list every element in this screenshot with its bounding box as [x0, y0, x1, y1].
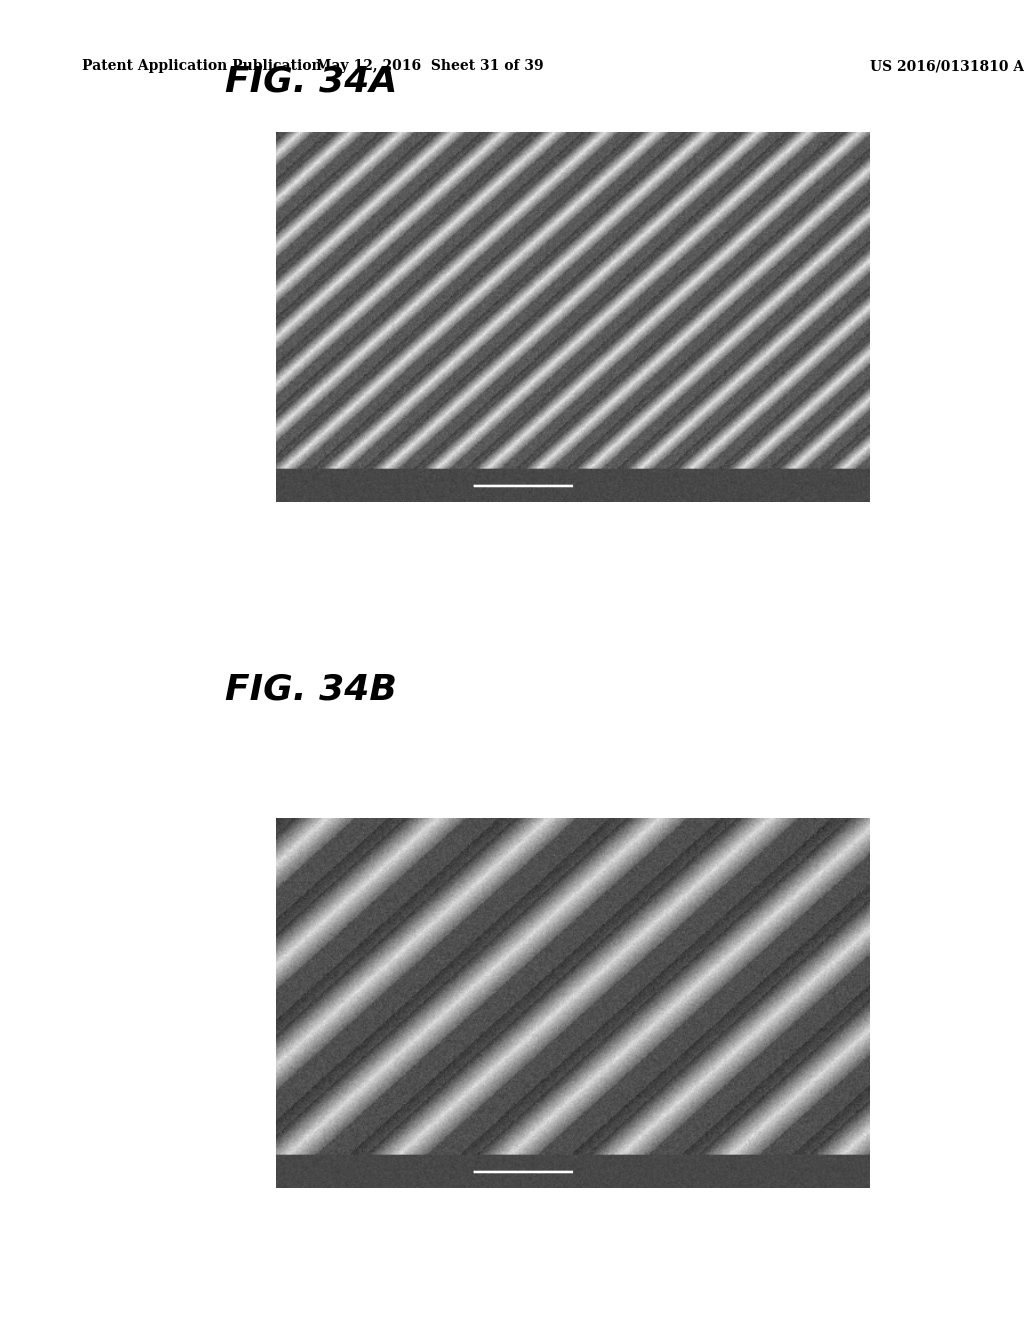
Text: US 2016/0131810 A1: US 2016/0131810 A1 — [870, 59, 1024, 74]
Text: FIG. 34A: FIG. 34A — [225, 65, 397, 99]
Text: FIG. 34B: FIG. 34B — [225, 672, 397, 706]
Text: Patent Application Publication: Patent Application Publication — [82, 59, 322, 74]
Text: May 12, 2016  Sheet 31 of 39: May 12, 2016 Sheet 31 of 39 — [316, 59, 544, 74]
